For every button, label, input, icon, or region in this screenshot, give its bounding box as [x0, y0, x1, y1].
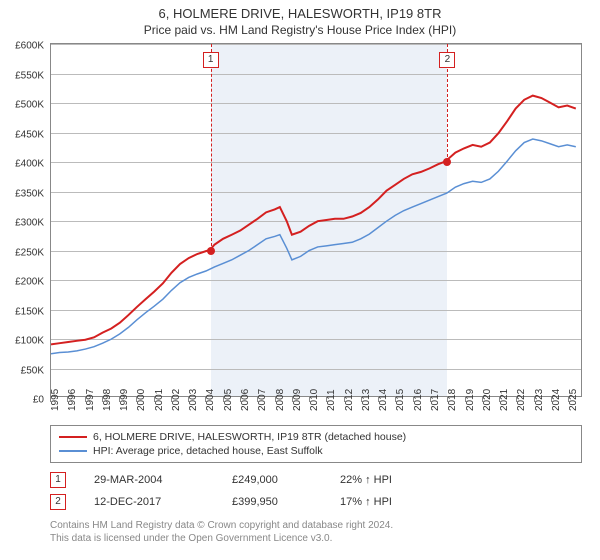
y-axis-label: £450K — [15, 129, 44, 140]
sale-marker: 1 — [50, 472, 66, 488]
x-axis-label: 2016 — [413, 389, 424, 411]
x-axis-label: 2021 — [499, 389, 510, 411]
y-axis-label: £550K — [15, 70, 44, 81]
y-axis-label: £0 — [33, 395, 44, 406]
chart-subtitle: Price paid vs. HM Land Registry's House … — [0, 23, 600, 37]
x-axis-label: 2013 — [361, 389, 372, 411]
x-axis-label: 2014 — [378, 389, 389, 411]
sale-row: 1 29-MAR-2004 £249,000 22% ↑ HPI — [50, 469, 582, 491]
legend-label: 6, HOLMERE DRIVE, HALESWORTH, IP19 8TR (… — [93, 431, 406, 443]
sale-date: 29-MAR-2004 — [94, 474, 204, 486]
marker-dot — [443, 158, 451, 166]
y-axis-label: £50K — [21, 365, 44, 376]
sale-hpi-diff: 17% ↑ HPI — [340, 496, 440, 508]
x-axis-label: 2004 — [205, 389, 216, 411]
sale-hpi-diff: 22% ↑ HPI — [340, 474, 440, 486]
x-axis-label: 2009 — [292, 389, 303, 411]
x-axis-label: 1999 — [119, 389, 130, 411]
sale-row: 2 12-DEC-2017 £399,950 17% ↑ HPI — [50, 491, 582, 513]
x-axis-label: 2025 — [568, 389, 579, 411]
x-axis-label: 1995 — [50, 389, 61, 411]
legend-label: HPI: Average price, detached house, East… — [93, 445, 323, 457]
y-axis-label: £150K — [15, 306, 44, 317]
y-axis-label: £250K — [15, 247, 44, 258]
x-axis-labels: 1995199619971998199920002001200220032004… — [50, 397, 582, 419]
y-axis-label: £350K — [15, 188, 44, 199]
chart-container: 6, HOLMERE DRIVE, HALESWORTH, IP19 8TR P… — [0, 0, 600, 560]
chart-marker-label: 1 — [203, 52, 219, 68]
x-axis-label: 2017 — [430, 389, 441, 411]
y-axis-label: £100K — [15, 336, 44, 347]
x-axis-label: 2019 — [465, 389, 476, 411]
x-axis-label: 2006 — [240, 389, 251, 411]
footer-line: This data is licensed under the Open Gov… — [50, 532, 582, 545]
x-axis-label: 2001 — [154, 389, 165, 411]
series-hpi — [51, 139, 576, 354]
x-axis-label: 2007 — [257, 389, 268, 411]
y-axis-label: £600K — [15, 41, 44, 52]
footer-line: Contains HM Land Registry data © Crown c… — [50, 519, 582, 532]
y-axis-label: £300K — [15, 218, 44, 229]
x-axis-label: 1998 — [102, 389, 113, 411]
legend-swatch — [59, 436, 87, 438]
y-axis-label: £400K — [15, 159, 44, 170]
x-axis-label: 2022 — [516, 389, 527, 411]
footer-attribution: Contains HM Land Registry data © Crown c… — [50, 519, 582, 545]
y-axis-label: £500K — [15, 100, 44, 111]
x-axis-label: 2018 — [447, 389, 458, 411]
x-axis-label: 2023 — [534, 389, 545, 411]
legend-row: 6, HOLMERE DRIVE, HALESWORTH, IP19 8TR (… — [59, 430, 573, 444]
legend-box: 6, HOLMERE DRIVE, HALESWORTH, IP19 8TR (… — [50, 425, 582, 463]
x-axis-label: 1997 — [85, 389, 96, 411]
x-axis-label: 2000 — [136, 389, 147, 411]
legend-swatch — [59, 450, 87, 452]
x-axis-label: 2002 — [171, 389, 182, 411]
x-axis-label: 2024 — [551, 389, 562, 411]
x-axis-label: 2005 — [223, 389, 234, 411]
title-block: 6, HOLMERE DRIVE, HALESWORTH, IP19 8TR P… — [0, 0, 600, 39]
x-axis-label: 2015 — [395, 389, 406, 411]
x-axis-label: 2012 — [344, 389, 355, 411]
sale-date: 12-DEC-2017 — [94, 496, 204, 508]
chart-title: 6, HOLMERE DRIVE, HALESWORTH, IP19 8TR — [0, 6, 600, 21]
x-axis-label: 1996 — [67, 389, 78, 411]
marker-dot — [207, 247, 215, 255]
plot-area: 12 — [50, 43, 582, 397]
series-property — [51, 96, 576, 345]
marker-line — [211, 44, 212, 251]
x-axis-label: 2010 — [309, 389, 320, 411]
chart-marker-label: 2 — [439, 52, 455, 68]
line-svg — [51, 44, 581, 396]
chart-area: 12 1995199619971998199920002001200220032… — [50, 43, 582, 419]
legend-row: HPI: Average price, detached house, East… — [59, 444, 573, 458]
x-axis-label: 2003 — [188, 389, 199, 411]
y-axis-labels: £0£50K£100K£150K£200K£250K£300K£350K£400… — [2, 46, 48, 400]
x-axis-label: 2020 — [482, 389, 493, 411]
sales-table: 1 29-MAR-2004 £249,000 22% ↑ HPI 2 12-DEC-201… — [50, 469, 582, 513]
x-axis-label: 2011 — [326, 389, 337, 411]
sale-marker: 2 — [50, 494, 66, 510]
sale-price: £249,000 — [232, 474, 312, 486]
y-axis-label: £200K — [15, 277, 44, 288]
sale-price: £399,950 — [232, 496, 312, 508]
x-axis-label: 2008 — [275, 389, 286, 411]
